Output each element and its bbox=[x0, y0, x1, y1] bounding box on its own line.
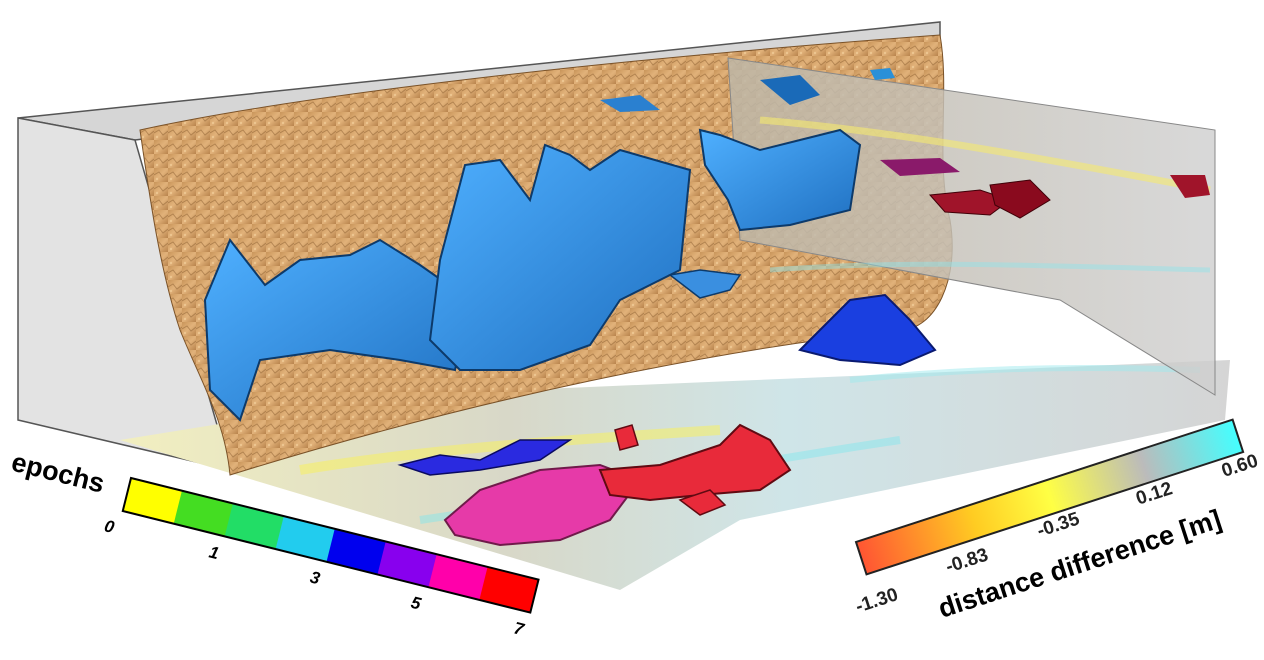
epochs-tick-5: 5 bbox=[409, 593, 423, 614]
epochs-legend: epochs 0 1 3 5 7 bbox=[9, 447, 540, 640]
distance-color-bar bbox=[854, 418, 1245, 576]
change-clusters-blue bbox=[203, 68, 895, 422]
epochs-color-segment bbox=[326, 528, 387, 575]
epochs-color-segment bbox=[173, 490, 234, 537]
epochs-color-segment bbox=[428, 554, 489, 601]
epochs-tick-7: 7 bbox=[512, 618, 527, 639]
epochs-color-segment bbox=[377, 541, 438, 588]
distance-tick-minus-0-83: -0.83 bbox=[943, 544, 991, 577]
distance-tick-minus-1-30: -1.30 bbox=[853, 584, 901, 617]
epochs-color-segment bbox=[479, 566, 540, 613]
epochs-color-segment bbox=[275, 516, 336, 562]
transparent-plane bbox=[727, 57, 1216, 396]
epochs-tick-1: 1 bbox=[207, 542, 221, 563]
epochs-tick-0: 0 bbox=[102, 516, 116, 537]
epochs-color-bar bbox=[122, 478, 540, 613]
epochs-legend-title: epochs bbox=[9, 447, 108, 499]
epochs-color-segment bbox=[122, 478, 183, 524]
epochs-bar-border bbox=[121, 476, 540, 614]
epochs-tick-3: 3 bbox=[308, 568, 322, 589]
change-clusters-floor bbox=[397, 158, 1210, 547]
epochs-color-segment bbox=[224, 503, 285, 550]
